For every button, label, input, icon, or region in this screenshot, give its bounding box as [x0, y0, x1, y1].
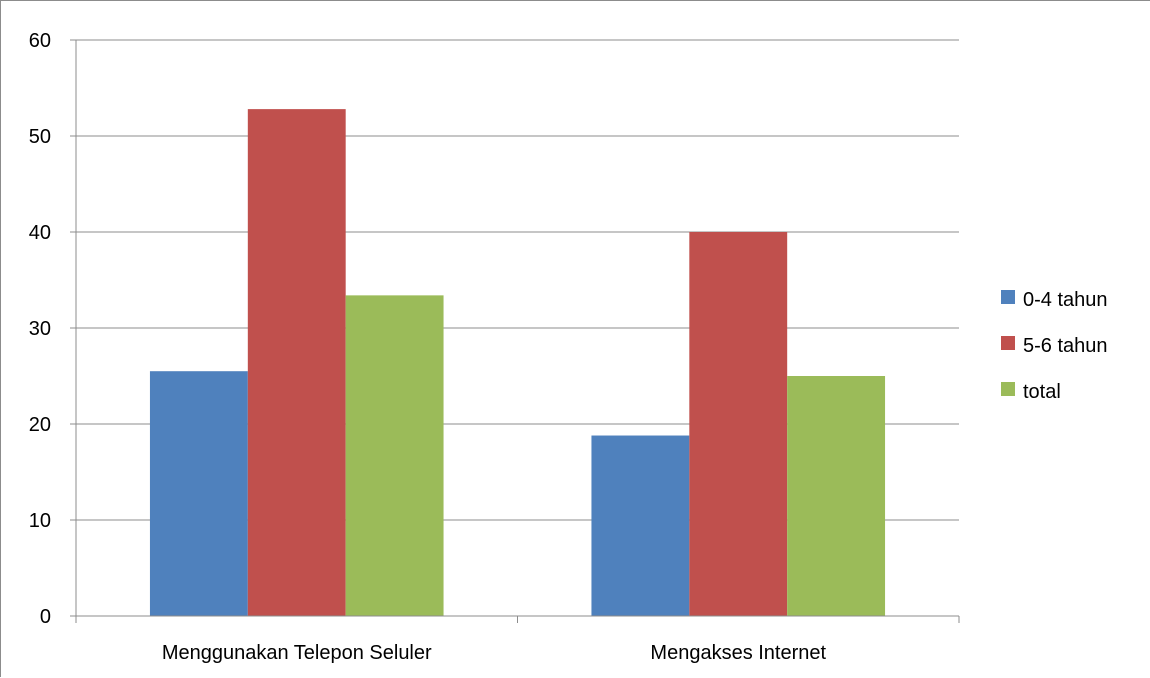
- y-axis-tick-labels: 0 10 20 30 40 50 60: [29, 30, 51, 628]
- x-category-label: Menggunakan Telepon Seluler: [162, 642, 432, 664]
- bar: [591, 435, 690, 616]
- y-tick-label: 60: [29, 30, 51, 52]
- x-axis-category-labels: Menggunakan Telepon Seluler Mengakses Int…: [162, 642, 827, 664]
- y-tick-label: 10: [29, 510, 51, 532]
- legend-label: total: [1023, 381, 1061, 403]
- legend-label: 0-4 tahun: [1023, 289, 1108, 311]
- y-tick-label: 30: [29, 318, 51, 340]
- axes: [70, 39, 960, 623]
- bar: [247, 109, 346, 617]
- bar: [689, 232, 788, 616]
- bars: [149, 109, 886, 617]
- legend-swatch: [1001, 290, 1015, 304]
- legend-label: 5-6 tahun: [1023, 335, 1108, 357]
- legend-swatch: [1001, 382, 1015, 396]
- bar: [345, 295, 444, 616]
- y-tick-label: 0: [40, 606, 51, 628]
- bar: [787, 376, 886, 616]
- y-tick-label: 50: [29, 126, 51, 148]
- legend: 0-4 tahun 5-6 tahun total: [1001, 289, 1108, 403]
- x-category-label: Mengakses Internet: [650, 642, 826, 664]
- y-tick-label: 20: [29, 414, 51, 436]
- y-tick-label: 40: [29, 222, 51, 244]
- legend-swatch: [1001, 336, 1015, 350]
- bar: [149, 371, 248, 616]
